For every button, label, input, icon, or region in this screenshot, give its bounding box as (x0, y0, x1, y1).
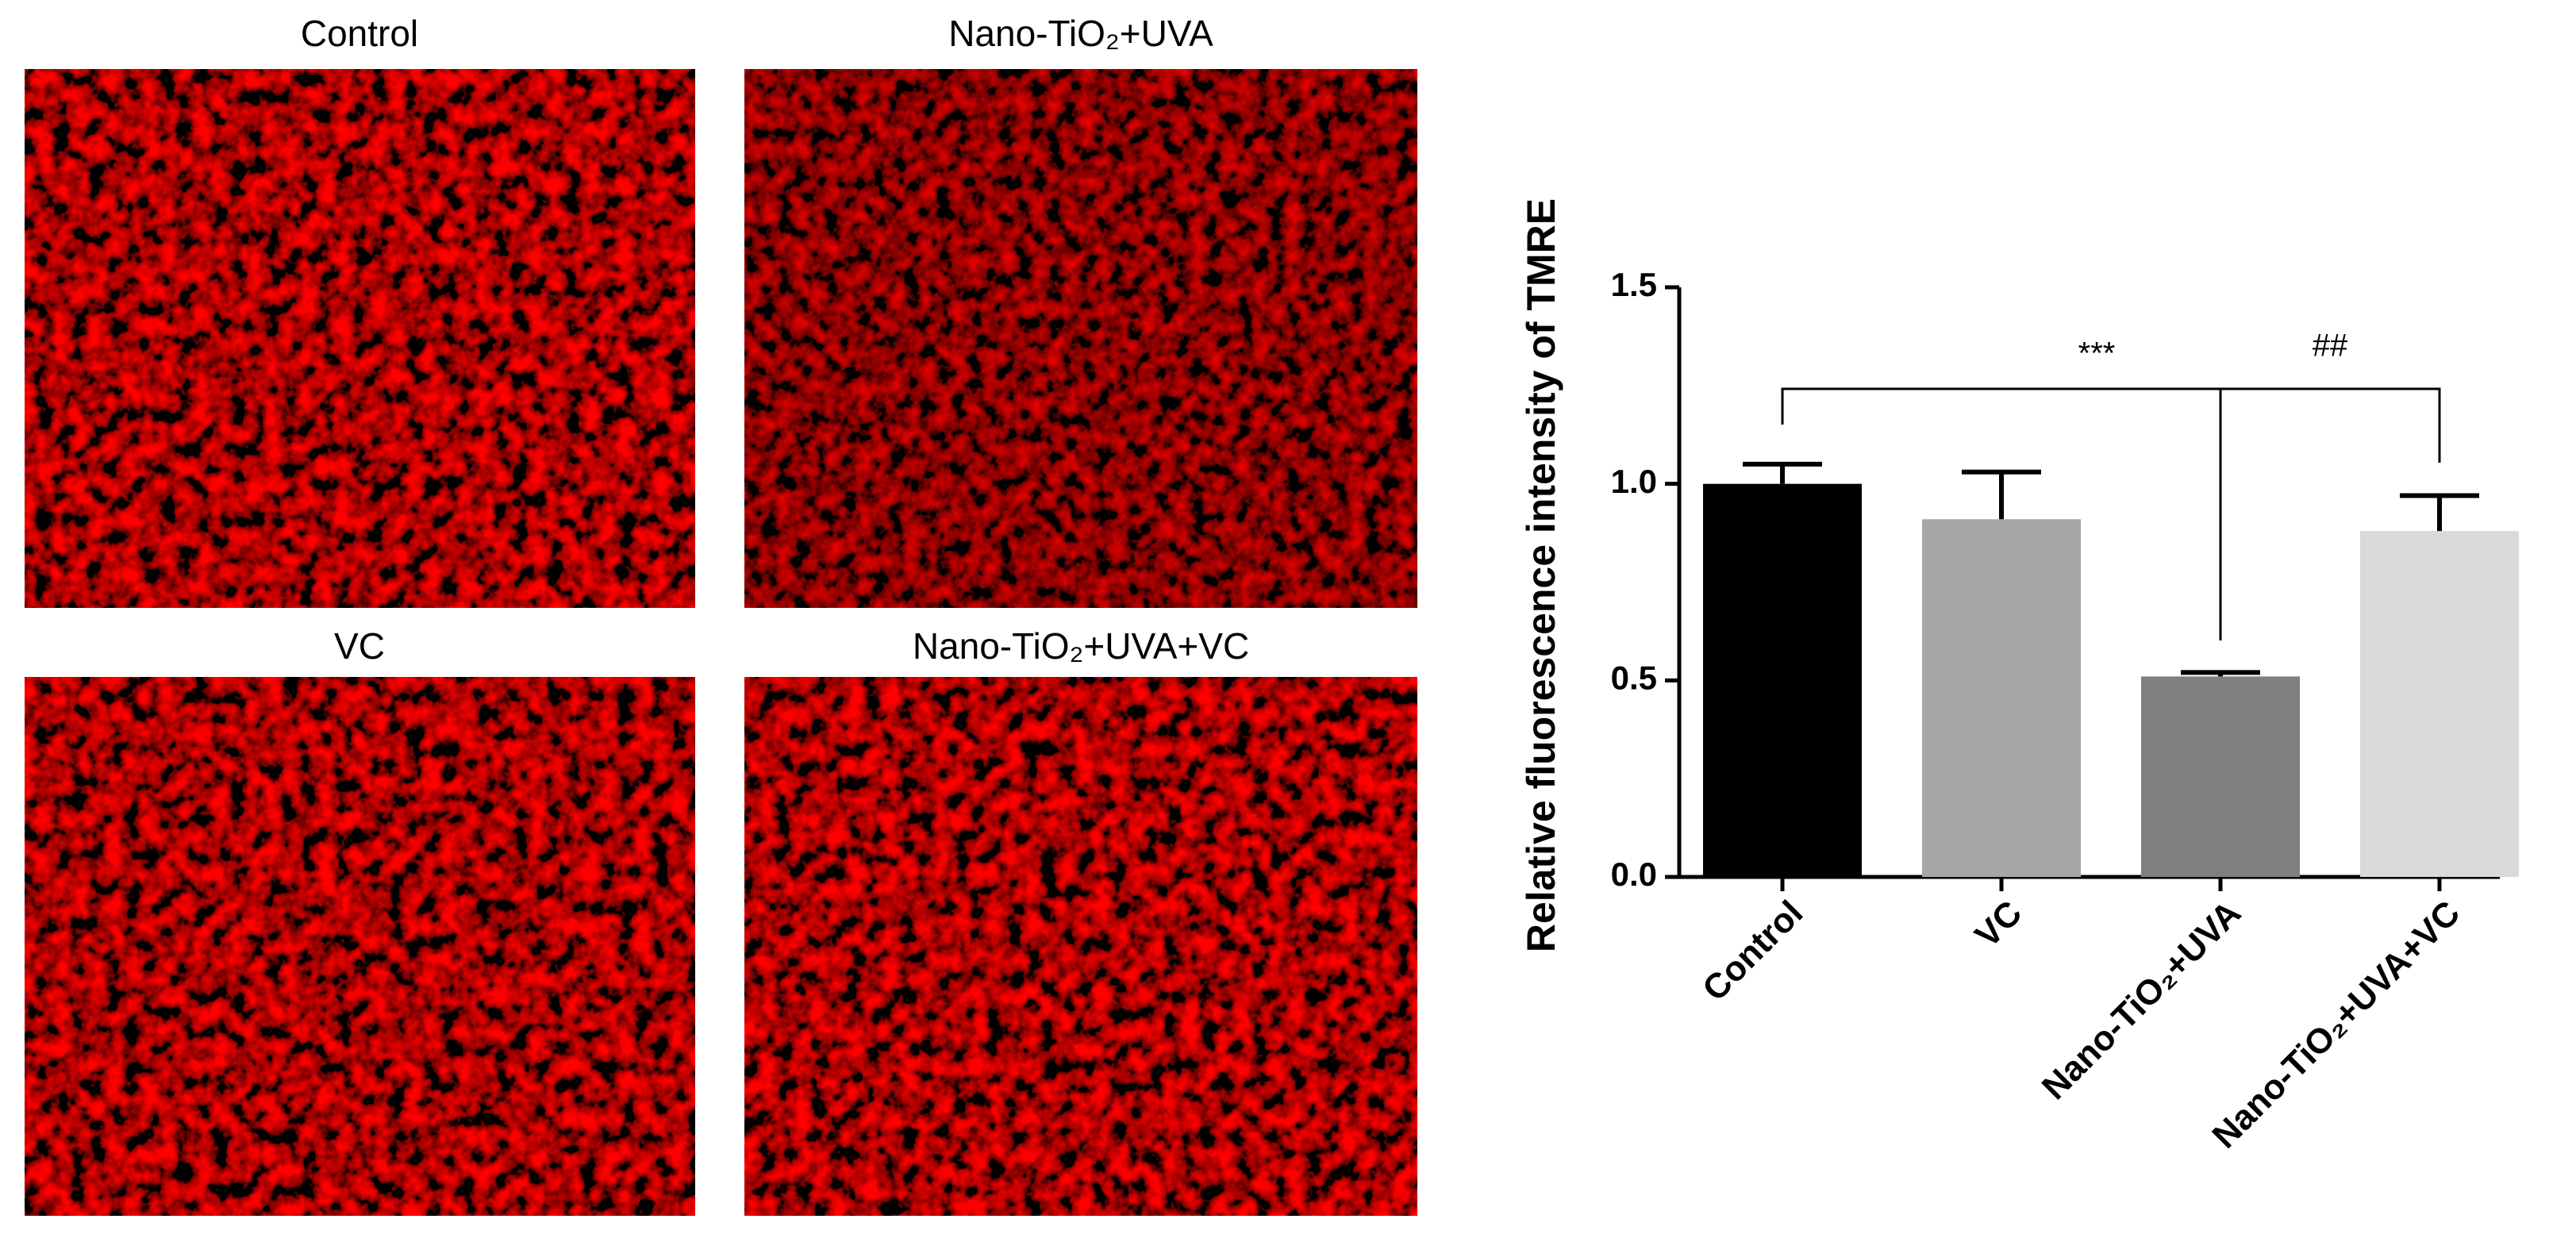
panel-label: VC (334, 625, 385, 667)
micrograph (25, 677, 695, 1216)
bar (2141, 676, 2300, 877)
annotation: ## (2313, 329, 2348, 363)
bar (1703, 483, 1862, 877)
x-tick-label: Nano-TiO₂+UVA (2035, 894, 2248, 1107)
annotation: *** (2078, 336, 2116, 371)
x-tick-label: VC (1967, 894, 2029, 956)
panel-label: Control (301, 13, 418, 54)
panel-label: Nano-TiO₂+UVA+VC (913, 625, 1249, 667)
micrograph (25, 69, 695, 608)
y-tick-label: 1.0 (1611, 463, 1657, 500)
bar (1922, 519, 2081, 877)
panel-label: Nano-TiO₂+UVA (948, 13, 1213, 54)
y-tick-label: 1.5 (1611, 266, 1657, 303)
micrographs (25, 69, 1417, 1216)
x-tick-label: Control (1695, 894, 1810, 1009)
x-tick-label: Nano-TiO₂+UVA+VC (2205, 894, 2467, 1156)
micrograph (744, 677, 1417, 1216)
y-tick-label: 0.0 (1611, 856, 1657, 893)
bar (2360, 531, 2519, 877)
y-axis-title: Relative fluorescence intensity of TMRE (1519, 198, 1563, 952)
y-tick-label: 0.5 (1611, 659, 1657, 696)
significance-bracket (1781, 387, 2441, 463)
micrograph (744, 69, 1417, 608)
